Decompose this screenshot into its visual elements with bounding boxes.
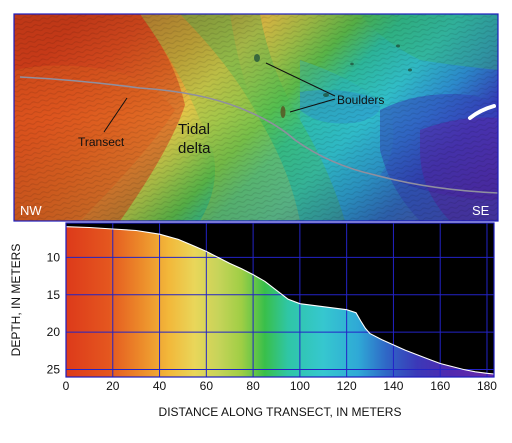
map-panel-frame bbox=[13, 13, 499, 222]
depth-profile-chart: 0 20 40 60 80 100 120 140 160 180 10 15 20 25 DISTAN… bbox=[9, 222, 498, 419]
tidal-delta-label-line1: Tidal bbox=[178, 121, 210, 138]
x-tick-label: 140 bbox=[383, 379, 403, 393]
bathymetry-map-view bbox=[14, 14, 498, 221]
plot-frame bbox=[65, 222, 495, 378]
x-tick-labels: 0 20 40 60 80 100 120 140 160 180 bbox=[63, 379, 498, 393]
x-tick-label: 80 bbox=[246, 379, 260, 393]
y-tick-labels: 10 15 20 25 bbox=[47, 250, 61, 376]
profile-line bbox=[65, 226, 495, 375]
transect-line bbox=[19, 76, 498, 194]
boulders-label: Boulders bbox=[337, 93, 384, 107]
y-tick-label: 15 bbox=[47, 288, 61, 302]
nw-direction-label: NW bbox=[20, 203, 42, 218]
x-tick-label: 180 bbox=[477, 379, 497, 393]
tidal-delta-label-line2: delta bbox=[178, 140, 211, 157]
y-tick-label: 20 bbox=[47, 325, 61, 339]
y-tick-label: 10 bbox=[47, 250, 61, 264]
x-tick-label: 0 bbox=[63, 379, 70, 393]
x-axis-label: DISTANCE ALONG TRANSECT, IN METERS bbox=[159, 405, 402, 419]
x-tick-label: 100 bbox=[290, 379, 310, 393]
profile-area bbox=[66, 226, 494, 377]
se-direction-label: SE bbox=[472, 203, 490, 218]
annotation-leaders bbox=[103, 62, 336, 133]
x-tick-label: 160 bbox=[430, 379, 450, 393]
x-tick-label: 20 bbox=[106, 379, 120, 393]
x-tick-label: 60 bbox=[200, 379, 214, 393]
boulder-markers bbox=[254, 44, 412, 118]
x-tick-label: 40 bbox=[153, 379, 167, 393]
y-tick-label: 25 bbox=[47, 363, 61, 377]
x-tick-label: 120 bbox=[337, 379, 357, 393]
transect-label: Transect bbox=[78, 135, 125, 149]
y-axis-label: DEPTH, IN METERS bbox=[9, 244, 23, 357]
